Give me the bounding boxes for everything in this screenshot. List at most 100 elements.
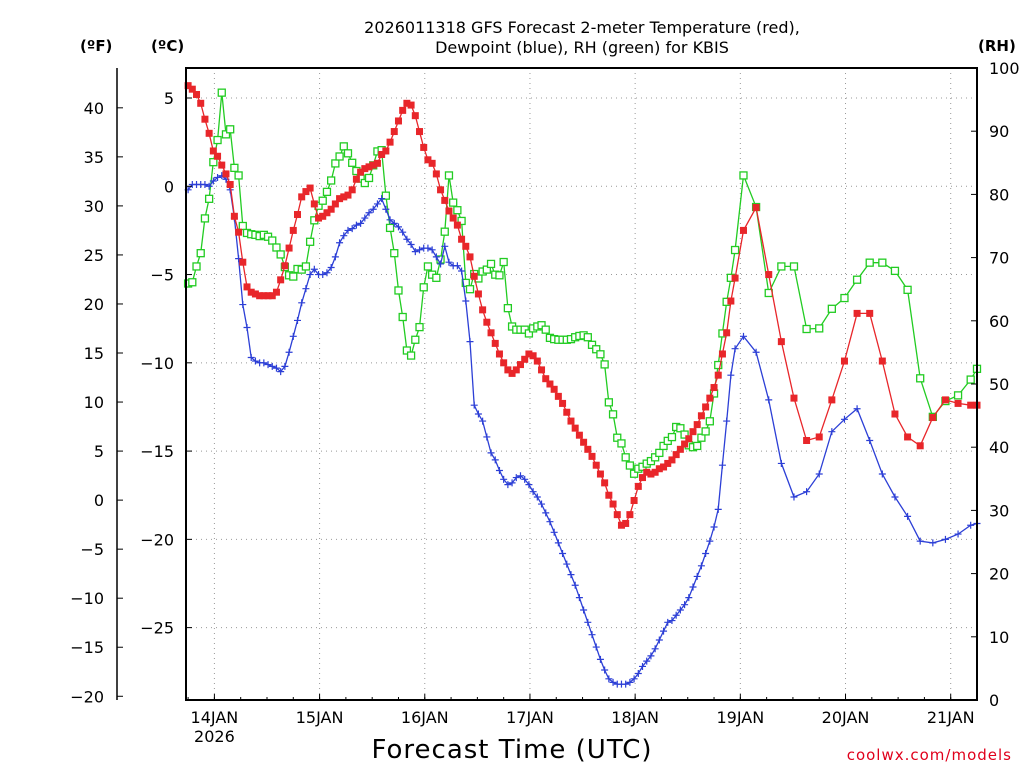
dewpoint-point [516, 472, 524, 480]
dewpoint-point [697, 562, 705, 570]
dewpoint-point [352, 221, 360, 229]
fahrenheit-tick-label: −15 [70, 638, 104, 657]
dewpoint-point [542, 509, 550, 517]
x-tick-label: 21JAN [927, 708, 975, 727]
temperature-point [500, 359, 508, 367]
dewpoint-point [803, 488, 811, 496]
dewpoint-point [815, 470, 823, 478]
dewpoint-point [731, 345, 739, 353]
rh-point [486, 259, 496, 269]
fahrenheit-tick-label: 15 [84, 344, 104, 363]
dewpoint-point [651, 645, 659, 653]
fahrenheit-tick-label: 30 [84, 197, 104, 216]
dewpoint-point [685, 594, 693, 602]
temperature-point [840, 357, 848, 365]
dewpoint-point [723, 417, 731, 425]
temperature-point [866, 309, 874, 317]
temperature-point [416, 128, 424, 136]
temperature-point [239, 258, 247, 266]
dewpoint-series [184, 172, 981, 688]
dewpoint-point [609, 678, 617, 686]
rh-point [541, 325, 550, 334]
temperature-point [588, 452, 596, 460]
dewpoint-point [567, 571, 575, 579]
rh-point [272, 243, 281, 252]
temperature-point [878, 357, 886, 365]
temperature-point [929, 414, 937, 422]
temperature-point [676, 445, 684, 453]
dewpoint-point [348, 225, 356, 233]
temperature-point [596, 470, 604, 478]
dewpoint-point [765, 396, 773, 404]
rh-point [209, 158, 218, 167]
temperature-point [706, 394, 714, 402]
rh-point [701, 427, 710, 436]
celsius-tick-label: −15 [140, 442, 174, 461]
dewpoint-point [466, 338, 474, 346]
dewpoint-point [386, 216, 394, 224]
temperature-point [575, 431, 583, 439]
temperature-point [609, 500, 617, 508]
temperature-point [664, 459, 672, 467]
dewpoint-point [916, 537, 924, 545]
dewpoint-point [373, 200, 381, 208]
temperature-point [222, 170, 230, 178]
temperature-point [407, 101, 415, 109]
x-tick-label: 17JAN [506, 708, 554, 727]
dewpoint-point [205, 182, 213, 190]
dewpoint-point [491, 456, 499, 464]
temperature-point [853, 309, 861, 317]
dewpoint-point [432, 253, 440, 261]
dewpoint-point [323, 269, 331, 277]
temperature-point [672, 451, 680, 459]
rh-point [697, 433, 706, 442]
dewpoint-point [344, 226, 352, 234]
temperature-point [512, 366, 520, 374]
dewpoint-point [500, 475, 508, 483]
temperature-point [668, 456, 676, 464]
temperature-point [617, 521, 625, 529]
rh-tick-label: 30 [989, 501, 1009, 520]
dewpoint-point [630, 675, 638, 683]
temperature-point [508, 369, 516, 377]
dewpoint-point [289, 332, 297, 340]
dewpoint-point [626, 678, 634, 686]
dewpoint-point [504, 481, 512, 489]
rh-point [966, 375, 975, 384]
rh-point [200, 214, 210, 223]
dewpoint-point [891, 493, 899, 501]
temperature-point [365, 163, 373, 171]
rh-point [440, 227, 449, 236]
temperature-point [235, 228, 243, 236]
dewpoint-point [512, 474, 520, 482]
temperature-point [828, 396, 836, 404]
rh-point [289, 272, 298, 281]
dewpoint-point [365, 209, 373, 217]
dewpoint-point [554, 539, 562, 547]
temperature-point [428, 159, 436, 167]
temperature-point [655, 465, 663, 473]
temperature-point [394, 117, 402, 125]
fahrenheit-tick-label: −20 [70, 687, 104, 706]
rh-tick-label: 70 [989, 249, 1009, 268]
dewpoint-point [853, 405, 861, 413]
x-tick-label: 15JAN [296, 708, 344, 727]
fahrenheit-tick-label: −10 [70, 589, 104, 608]
temperature-point [373, 159, 381, 167]
temperature-point [538, 366, 546, 374]
rh-point [364, 173, 374, 183]
temperature-point [470, 272, 478, 280]
rh-point [903, 285, 912, 294]
rh-point [659, 441, 668, 451]
dewpoint-point [361, 214, 369, 222]
source-credit: coolwx.com/models [847, 746, 1012, 764]
temperature-point [348, 186, 356, 194]
dewpoint-point [739, 332, 747, 340]
dewpoint-point [681, 601, 689, 609]
rh-point [394, 286, 403, 295]
dewpoint-point [411, 248, 419, 256]
dewpoint-point [954, 530, 962, 538]
temperature-point [201, 115, 209, 123]
temperature-point [685, 435, 693, 443]
rh-point [465, 285, 475, 294]
